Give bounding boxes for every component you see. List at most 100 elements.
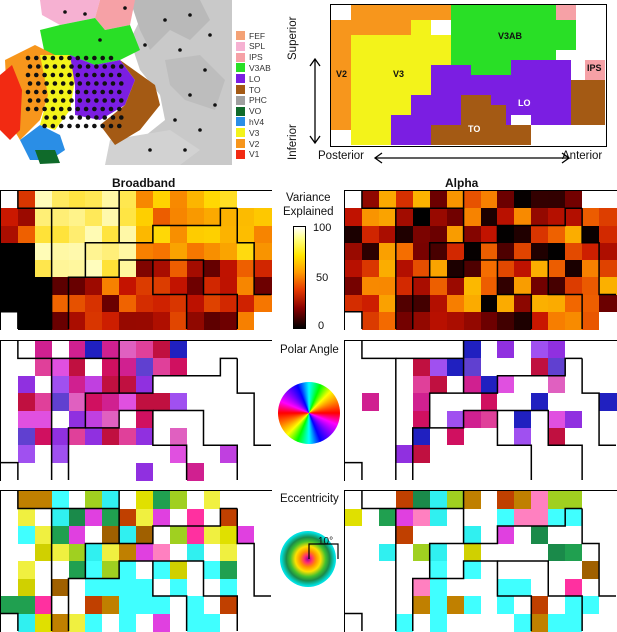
grid-cell (136, 277, 154, 295)
grid-cell (378, 191, 397, 209)
grid-cell (254, 613, 272, 632)
grid-cell (237, 375, 255, 394)
grid-cell (152, 462, 171, 481)
grid-cell (17, 410, 36, 429)
grid-cell (480, 358, 498, 377)
grid-cell (565, 543, 583, 562)
grid-cell (102, 358, 120, 377)
region-label-v3: V3 (393, 69, 405, 79)
grid-cell (514, 526, 532, 544)
legend-item-v3ab: V3AB (236, 62, 271, 73)
grid-cell (395, 462, 414, 481)
grid-cell (497, 375, 515, 394)
grid-cell (51, 427, 69, 446)
grid-cell (85, 375, 103, 394)
grid-cell (203, 491, 221, 509)
grid-cell (254, 311, 272, 330)
grid-cell (361, 561, 380, 579)
grid-cell (254, 427, 272, 446)
grid-cell (514, 578, 532, 597)
variance-colorbar (293, 226, 306, 329)
grid-cell (599, 561, 617, 579)
grid-cell (237, 491, 255, 509)
grid-cell (582, 375, 600, 394)
grid-cell (186, 445, 204, 464)
grid-cell (429, 526, 448, 544)
grid-cell (169, 508, 188, 527)
grid-cell (51, 596, 69, 614)
grid-cell (514, 225, 532, 244)
grid-cell (51, 191, 69, 209)
grid-cell (17, 526, 36, 544)
grid-cell (1, 311, 19, 330)
grid-cell (531, 427, 549, 446)
grid-cell (34, 311, 53, 330)
grid-cell (463, 596, 481, 614)
grid-cell (85, 613, 103, 632)
grid-cell (395, 543, 414, 562)
legend-label: V2 (249, 138, 260, 149)
legend-label: VO (249, 106, 262, 117)
grid-cell (361, 191, 380, 209)
grid-cell (599, 277, 617, 295)
grid-cell (254, 543, 272, 562)
grid-cell (1, 410, 19, 429)
grid-cell (152, 491, 171, 509)
grid-cell (34, 613, 53, 632)
roi-boundary-overlay (345, 341, 616, 480)
grid-cell (446, 375, 465, 394)
grid-cell (531, 225, 549, 244)
grid-cell (17, 311, 36, 330)
grid-cell (119, 260, 137, 278)
grid-cell (497, 561, 515, 579)
grid-cell (68, 596, 86, 614)
grid-cell (254, 462, 272, 481)
grid-cell (531, 358, 549, 377)
grid-cell (395, 294, 414, 313)
grid-cell (17, 294, 36, 313)
polar-angle-colorwheel (278, 382, 340, 444)
grid-cell (136, 578, 154, 597)
grid-cell (254, 277, 272, 295)
alpha-variance-grid (344, 190, 617, 330)
grid-cell (378, 427, 397, 446)
grid-cell (68, 294, 86, 313)
axis-inferior-label: Inferior (287, 124, 299, 160)
grid-cell (582, 242, 600, 261)
grid-cell (203, 596, 221, 614)
grid-cell (152, 596, 171, 614)
grid-cell (17, 445, 36, 464)
grid-cell (599, 393, 617, 411)
grid-cell (220, 294, 238, 313)
grid-cell (1, 277, 19, 295)
grid-cell (68, 242, 86, 261)
grid-cell (378, 208, 397, 226)
grid-cell (119, 543, 137, 562)
grid-cell (119, 427, 137, 446)
grid-cell (548, 410, 566, 429)
grid-cell (186, 526, 204, 544)
grid-cell (548, 578, 566, 597)
grid-cell (1, 491, 19, 509)
grid-cell (169, 311, 188, 330)
grid-cell (599, 427, 617, 446)
grid-cell (254, 225, 272, 244)
grid-cell (412, 445, 431, 464)
grid-cell (1, 208, 19, 226)
grid-cell (169, 462, 188, 481)
grid-cell (446, 445, 465, 464)
grid-cell (119, 277, 137, 295)
grid-cell (480, 294, 498, 313)
grid-cell (480, 191, 498, 209)
grid-cell (582, 427, 600, 446)
grid-cell (378, 596, 397, 614)
grid-cell (345, 526, 363, 544)
grid-cell (412, 508, 431, 527)
legend-item-lo: LO (236, 73, 260, 84)
grid-cell (361, 225, 380, 244)
grid-cell (395, 508, 414, 527)
grid-cell (51, 242, 69, 261)
grid-cell (463, 294, 481, 313)
grid-cell (345, 445, 363, 464)
grid-cell (599, 578, 617, 597)
